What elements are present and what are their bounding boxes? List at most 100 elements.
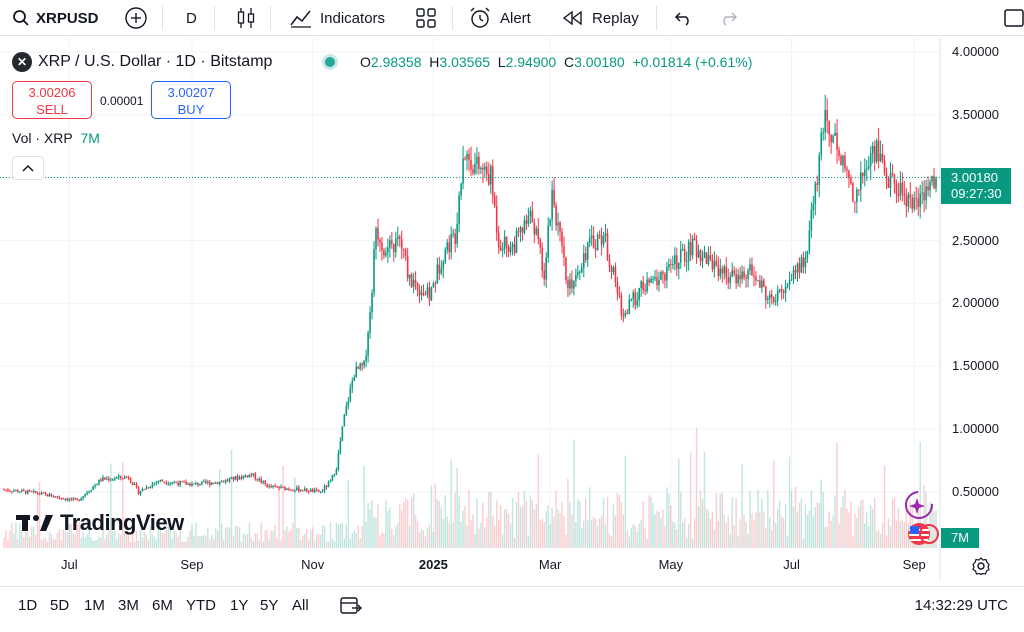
fullscreen-button[interactable] [1004,0,1024,36]
range-button-1m[interactable]: 1M [84,597,105,614]
symbol-search[interactable]: XRPUSD [12,0,99,36]
candle-body [70,498,73,500]
range-button-5y[interactable]: 5Y [260,597,279,614]
volume-bar [646,538,648,548]
candle-body [389,240,391,248]
volume-bar [133,541,136,548]
volume-bar [559,513,561,548]
volume-bar [557,509,559,548]
close-value: 3.00180 [574,54,625,70]
candle-body [677,262,680,270]
redo-button[interactable] [718,0,738,36]
candle-body [48,494,51,497]
collapse-legend-button[interactable] [12,156,44,180]
volume-bar [288,531,290,548]
candle-body [674,255,676,265]
range-button-3m[interactable]: 3M [118,597,139,614]
candle-body [895,184,898,194]
candle-body [450,233,453,253]
volume-bar [325,541,328,548]
volume-bar [790,490,793,548]
range-button-1d[interactable]: 1D [18,597,38,614]
volume-bar [636,532,638,548]
candle-body [464,158,466,160]
candle-body [414,280,417,284]
candle-body [612,267,615,273]
volume-bar [147,539,150,548]
candle-body [539,239,542,248]
volume-bar [612,503,615,548]
volume-bar [44,537,47,548]
volume-bar [810,491,813,548]
volume-bar [674,522,676,548]
volume-bar [430,485,433,548]
candle-body [159,479,162,482]
candle-body [246,475,249,478]
volume-bar [919,441,921,548]
volume-bar [721,492,723,548]
candle-body [826,110,828,121]
volume-bar [780,516,783,548]
candle-body [608,259,611,268]
candle-body [226,479,229,481]
candle-body [84,494,86,497]
range-button-5d[interactable]: 5D [50,597,70,614]
candle-body [402,248,405,251]
range-button-ytd[interactable]: YTD [186,597,216,614]
gear-icon[interactable] [971,556,991,576]
volume-bar [296,527,298,548]
candle-body [503,236,506,249]
compare-button[interactable] [124,0,148,36]
candle-body [135,483,138,487]
sparkle-assistant-icon[interactable] [904,490,934,520]
volume-bar [715,493,718,548]
buy-button[interactable]: 3.00207 BUY [151,81,231,119]
utc-clock[interactable]: 14:32:29 UTC [914,597,1008,614]
volume-bar [678,458,680,548]
volume-bar [870,504,872,548]
volume-bar [3,537,5,548]
alert-button[interactable]: Alert [468,0,531,36]
candle-body [218,481,221,485]
chart-area[interactable] [0,38,1024,580]
candle-body [808,230,811,251]
candle-body [163,481,166,483]
bottom-toolbar: 1D 5D 1M 3M 6M YTD 1Y 5Y All 14:32:29 UTC [0,586,1024,622]
sell-button[interactable]: 3.00206 SELL [12,81,92,119]
candle-body [167,483,170,485]
candle-body [40,492,43,495]
candle-body [834,132,836,136]
candle-body [628,299,631,314]
volume-bar [365,521,367,548]
candle-body [361,363,363,366]
candle-body [175,482,177,484]
volume-bar [64,531,67,548]
candle-body [640,281,642,289]
volume-bar [385,499,387,548]
volume-bar [478,528,480,548]
range-button-6m[interactable]: 6M [152,597,173,614]
volume-bar [871,508,874,548]
candle-body [749,264,751,271]
price-chart[interactable] [0,38,1024,580]
range-button-all[interactable]: All [292,597,309,614]
candle-body [547,225,549,258]
candle-body [46,494,49,497]
symbol-legend[interactable]: ✕ XRP / U.S. Dollar · 1D · Bitstamp [12,52,272,72]
date-range-icon[interactable] [340,595,362,615]
volume-bar [321,525,324,548]
indicators-button[interactable]: Indicators [290,0,385,36]
candle-body [468,153,470,161]
volume-legend[interactable]: Vol · XRP 7M [12,130,100,146]
us-flag-icon[interactable] [906,522,940,546]
layouts-button[interactable] [416,0,436,36]
undo-button[interactable] [674,0,694,36]
interval-button[interactable]: D [186,0,197,36]
replay-button[interactable]: Replay [562,0,639,36]
chart-type-button[interactable] [236,0,256,36]
alarm-clock-icon [470,7,490,28]
candle-body [201,481,203,485]
range-button-1y[interactable]: 1Y [230,597,249,614]
volume-bar [444,495,446,548]
volume-bar [567,478,569,548]
